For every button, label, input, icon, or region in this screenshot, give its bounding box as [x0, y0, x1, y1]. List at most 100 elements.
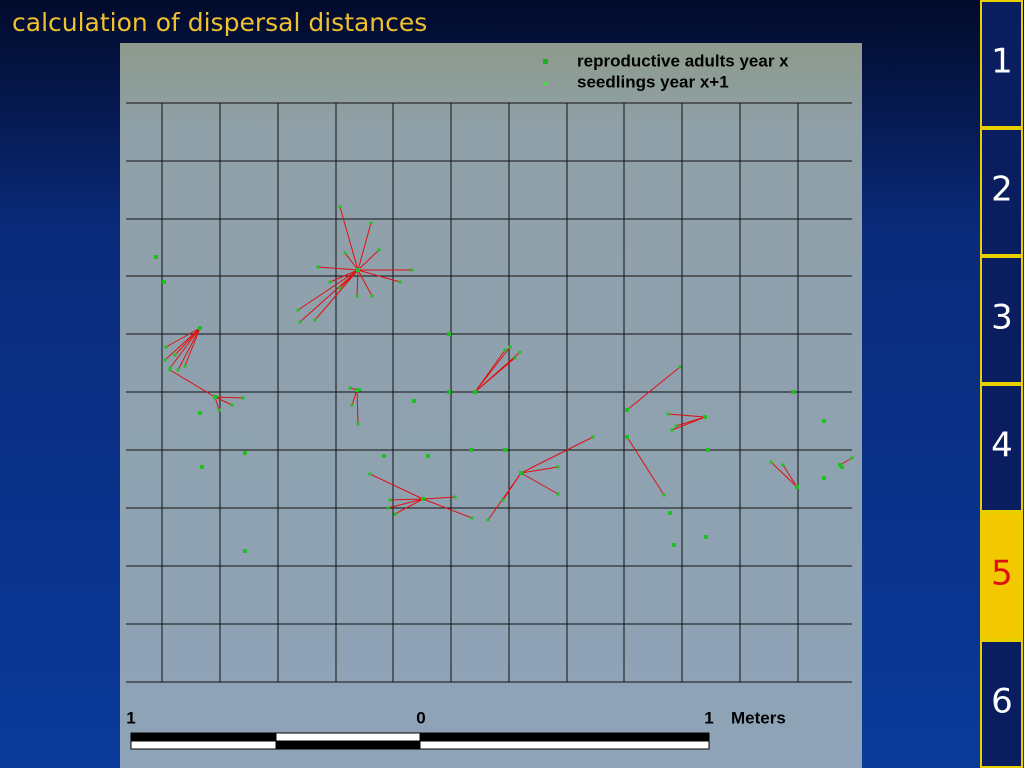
seedling-marker — [501, 498, 505, 502]
nav-label[interactable]: 4 — [991, 426, 1013, 466]
adult-marker — [243, 451, 247, 455]
dispersal-link — [394, 498, 424, 515]
seedling-marker — [338, 205, 342, 209]
nav-button[interactable] — [980, 0, 1023, 128]
dispersal-link — [344, 252, 359, 271]
nav-button[interactable] — [980, 640, 1023, 768]
seedling-marker — [296, 308, 300, 312]
adult-marker — [704, 535, 708, 539]
adult-marker — [200, 465, 204, 469]
nav-label[interactable]: 1 — [991, 42, 1013, 82]
dispersal-links — [164, 206, 853, 521]
dispersal-link — [351, 389, 358, 406]
adult-marker — [840, 465, 844, 469]
seedling-marker — [518, 350, 522, 354]
adult-marker — [519, 471, 523, 475]
dispersal-link — [297, 269, 359, 311]
nav-button[interactable] — [980, 384, 1023, 512]
nav-button[interactable] — [980, 256, 1023, 384]
dispersal-link — [357, 249, 380, 271]
dispersal-link — [214, 396, 233, 406]
dispersal-link — [487, 472, 522, 521]
slide-title: calculation of dispersal distances — [12, 8, 428, 37]
nav-button[interactable] — [980, 512, 1023, 640]
dispersal-link — [299, 269, 359, 323]
dispersal-link — [169, 369, 216, 398]
dispersal-link — [356, 269, 359, 297]
dispersal-link — [422, 498, 473, 519]
seedling-marker — [410, 268, 414, 272]
dispersal-link — [782, 464, 798, 488]
seedling-marker — [328, 280, 332, 284]
seedling-marker — [298, 320, 302, 324]
adult-marker — [795, 485, 799, 489]
adult-marker — [198, 326, 202, 330]
adult-marker — [447, 332, 451, 336]
scale-label: 0 — [416, 708, 425, 727]
seedling-marker — [343, 251, 347, 255]
scale-label: 1 — [704, 708, 713, 727]
adult-marker — [503, 448, 507, 452]
grid — [126, 102, 852, 683]
seedling-marker — [164, 345, 168, 349]
adult-marker — [469, 448, 473, 452]
scale-unit: Meters — [731, 708, 786, 727]
dispersal-link — [667, 413, 706, 418]
adult-marker — [473, 390, 477, 394]
dispersal-link — [357, 269, 401, 283]
dispersal-link — [369, 473, 424, 500]
nav-label[interactable]: 2 — [991, 170, 1013, 210]
adult-marker — [625, 408, 629, 412]
seedling-marker — [666, 412, 670, 416]
nav-label[interactable]: 3 — [991, 298, 1013, 338]
legend-adult-symbol — [543, 59, 548, 64]
nav-label[interactable]: 6 — [991, 682, 1013, 722]
adult-marker — [243, 549, 247, 553]
seedling-marker — [313, 318, 317, 322]
nav-label[interactable]: 5 — [991, 554, 1013, 594]
seedling-marker — [470, 516, 474, 520]
dispersal-link — [317, 266, 359, 271]
dispersal-link — [214, 396, 244, 399]
seedling-marker — [348, 386, 352, 390]
adult-marker — [426, 454, 430, 458]
dispersal-link — [422, 496, 456, 500]
legend-label: seedlings year x+1 — [577, 72, 729, 91]
seedling-marker — [241, 396, 245, 400]
seedling-marker — [183, 364, 187, 368]
seedling-marker — [173, 353, 177, 357]
adult-marker — [703, 415, 707, 419]
dispersal-link — [169, 327, 201, 369]
seedling-marker — [230, 403, 234, 407]
nav-button[interactable] — [980, 128, 1023, 256]
legend-label: reproductive adults year x — [577, 51, 789, 70]
scale-label: 1 — [126, 708, 135, 727]
adult-marker — [412, 399, 416, 403]
slide-nav: 1 2 3 4 5 6 — [980, 0, 1023, 768]
seedling-marker — [163, 358, 167, 362]
dispersal-link — [184, 327, 201, 367]
adult-marker — [382, 454, 386, 458]
seedling-marker — [556, 465, 560, 469]
adult-marker — [356, 268, 360, 272]
dispersal-link — [357, 269, 373, 297]
dispersal-link — [329, 269, 359, 283]
adult-marker — [706, 448, 710, 452]
seedling-marker — [168, 366, 172, 370]
map-panel — [120, 43, 862, 768]
seedling-marker — [388, 498, 392, 502]
adult-marker — [355, 388, 359, 392]
seedling-marker — [176, 368, 180, 372]
seedling-marker — [393, 512, 397, 516]
seedling-marker — [556, 492, 560, 496]
dispersal-link — [389, 498, 424, 501]
dispersal-link — [165, 327, 201, 348]
dispersal-link — [474, 349, 506, 393]
seedling-marker — [398, 280, 402, 284]
seedling-marker — [781, 463, 785, 467]
dispersal-link — [520, 436, 594, 474]
seedling-marker — [370, 294, 374, 298]
dispersal-link — [474, 357, 516, 393]
